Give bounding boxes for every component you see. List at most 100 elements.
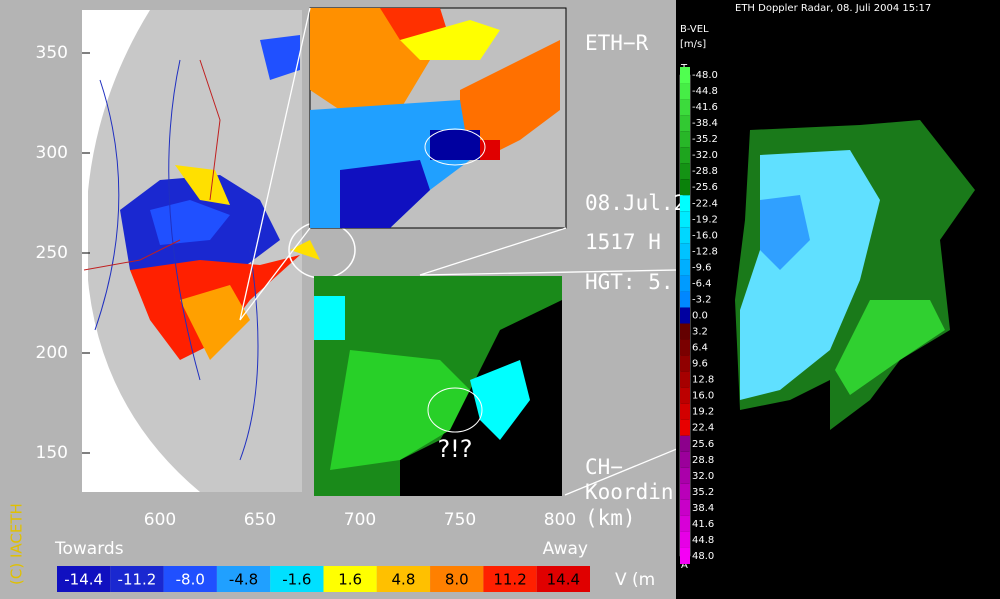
scale-swatch [680,323,690,340]
inset-cyan2 [314,296,345,340]
scale-swatch [680,387,690,404]
colorbar-label: -11.2 [118,571,157,589]
scale-label: -38.4 [692,118,718,129]
scale-label: 16.0 [692,391,714,402]
scale-label: -9.6 [692,262,712,273]
side-text: 08.Jul.2 [585,191,686,215]
colorbar-label: 1.6 [338,571,362,589]
colorbar-swatch [57,566,111,592]
scale-swatch [680,259,690,276]
scale-unit: [m/s] [680,39,706,50]
borders [94,59,259,461]
scale-swatch [680,211,690,228]
right-title: ETH Doppler Radar, 08. Juli 2004 15:17 [735,3,931,14]
echo-field [83,35,356,461]
colorbar-label: -4.8 [229,571,258,589]
scale-swatch [680,515,690,532]
scale-swatch [680,83,690,100]
inset-cyan [470,360,530,440]
scale-label: 32.0 [692,471,714,482]
scale-swatch [680,483,690,500]
inset-core [430,130,480,160]
away-label: Away [543,539,588,559]
scale-bottom-letter: A [681,560,688,571]
inset-orange2 [460,40,560,160]
scale-label: 22.4 [692,423,714,434]
towards-label: Towards [54,539,124,559]
scale-swatch [680,115,690,132]
inset-circle [424,128,486,166]
scale-label: 44.8 [692,535,714,546]
scale-label: 38.4 [692,503,714,514]
scale-swatch [680,179,690,196]
scale-label: -25.6 [692,182,718,193]
scale-swatch [680,67,690,83]
lower-inset: ?!? [314,276,562,496]
x-tick-label: 800 [544,510,576,530]
scale-swatch [680,307,690,324]
scale-swatch [680,531,690,548]
y-tick-label: 150 [36,443,68,463]
scale-label: -41.6 [692,102,718,113]
scale-swatch [680,275,690,292]
y-tick-label: 350 [36,43,68,63]
side-text: Koordin [585,480,674,504]
scale-label: -3.2 [692,294,712,305]
scale-label: 25.6 [692,439,714,450]
y-tick-label: 200 [36,343,68,363]
scale-label: -28.8 [692,166,718,177]
connector [239,7,311,321]
connector [419,227,567,276]
scale-swatch [680,355,690,372]
x-tick-label: 600 [144,510,176,530]
colorbar-swatch [430,566,484,592]
upper-inset [309,7,567,229]
scale-label: -44.8 [692,86,718,97]
inset-lightgreen [330,350,470,470]
scale-swatch [680,499,690,516]
scale-label: 6.4 [692,343,708,354]
side-text: (km) [585,506,636,530]
scale-swatch [680,99,690,116]
colorbar-swatch [270,566,324,592]
colorbar-swatch [376,566,431,592]
side-text: CH− [585,455,623,479]
inset-circle [427,387,483,433]
scale-label: -19.2 [692,214,718,225]
scale-swatch [680,131,690,148]
colorbar-label: -14.4 [64,571,103,589]
scale-label: -16.0 [692,230,718,241]
scale-label: -48.0 [692,70,718,81]
x-tick-label: 650 [244,510,276,530]
inset-yellow [400,20,500,60]
scale-swatch [680,147,690,164]
scale-swatch [680,195,690,212]
scale-label: -35.2 [692,134,718,145]
colorbar-swatch [216,566,271,592]
scale-label: 0.0 [692,311,708,322]
scale-label: -32.0 [692,150,718,161]
colorbar-label: 4.8 [392,571,416,589]
scale-swatch [680,339,690,356]
scale-swatch [680,243,690,260]
side-text: HGT: 5. [585,270,674,294]
x-tick-label: 750 [444,510,476,530]
connector [239,227,311,321]
scale-label: -12.8 [692,246,718,257]
scale-label: 12.8 [692,375,714,386]
y-tick-label: 300 [36,143,68,163]
scale-swatch [680,403,690,420]
scale-label: 9.6 [692,359,708,370]
unit-label: V (m [615,570,655,590]
scale-swatch [680,548,690,564]
inset-core-red [480,140,500,160]
colorbar-swatch [110,566,164,592]
y-tick-label: 250 [36,243,68,263]
inset-darkblue [340,160,430,228]
scale-label: 48.0 [692,551,714,562]
colorbar-label: 14.4 [547,571,580,589]
scale-label: 3.2 [692,327,708,338]
scale-label: -6.4 [692,278,712,289]
colorbar-swatch [323,566,377,592]
